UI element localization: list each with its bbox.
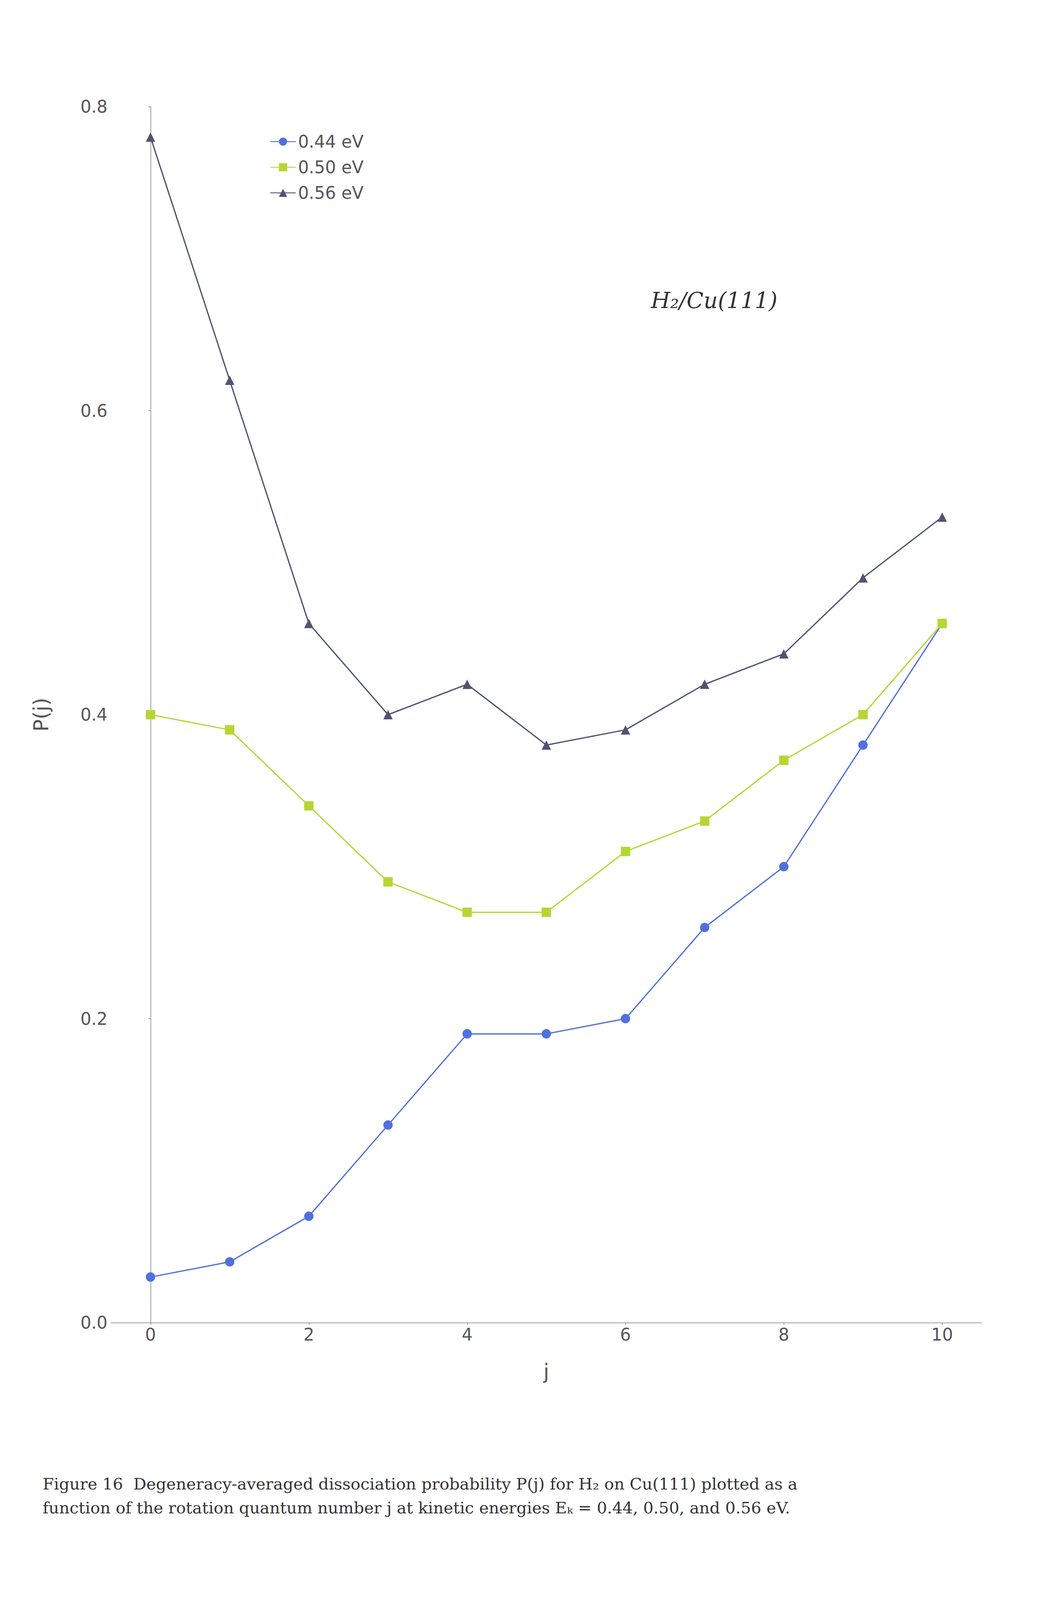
svg-text:0.6: 0.6 (80, 401, 108, 421)
svg-text:Figure 16 Degeneracy-averaged: Figure 16 Degeneracy-averaged dissociati… (42, 1474, 798, 1494)
svg-text:0.0: 0.0 (80, 1312, 108, 1333)
svg-text:6: 6 (619, 1324, 631, 1345)
svg-text:8: 8 (778, 1324, 789, 1345)
svg-text:H₂/Cu(111): H₂/Cu(111) (650, 287, 778, 314)
svg-text:0: 0 (145, 1324, 156, 1345)
svg-text:2: 2 (303, 1324, 315, 1345)
svg-text:function of the rotation quant: function of the rotation quantum number … (42, 1498, 791, 1518)
svg-text:j: j (543, 1359, 550, 1384)
svg-text:0.44 eV: 0.44 eV (297, 131, 364, 152)
svg-text:0.2: 0.2 (80, 1009, 108, 1029)
svg-text:0.50 eV: 0.50 eV (297, 157, 364, 178)
svg-text:0.4: 0.4 (80, 704, 108, 725)
svg-text:P(j): P(j) (29, 697, 53, 732)
svg-text:0.8: 0.8 (80, 96, 108, 117)
svg-text:4: 4 (461, 1324, 473, 1345)
svg-text:10: 10 (931, 1324, 954, 1345)
svg-text:0.56 eV: 0.56 eV (297, 183, 364, 203)
